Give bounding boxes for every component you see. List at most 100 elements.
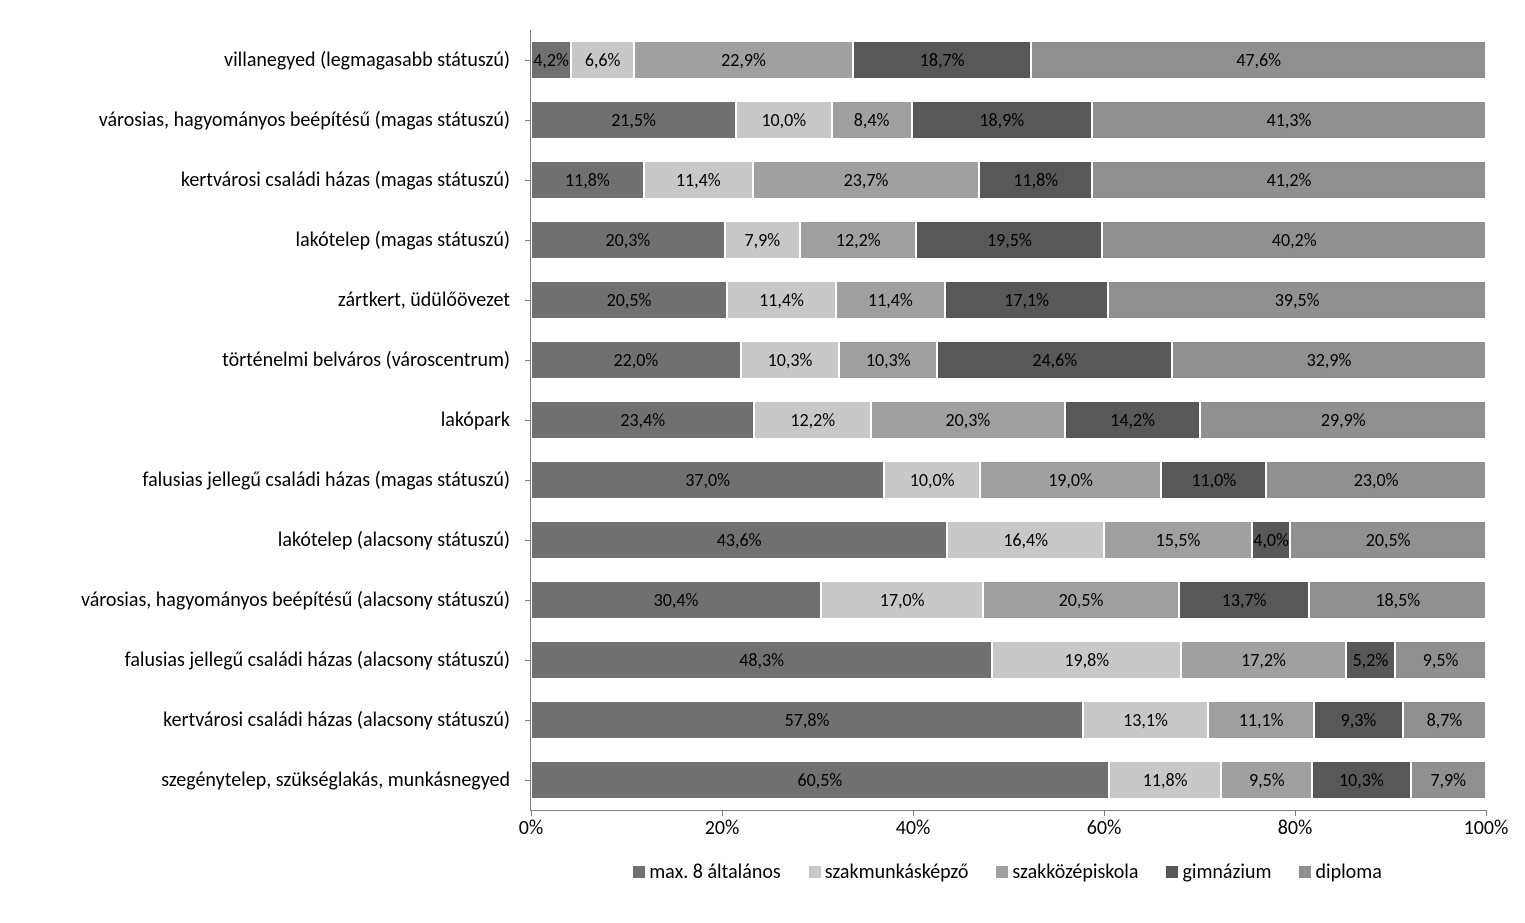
bar-segment-szakkozep: 22,9%: [634, 41, 853, 79]
bar-value-label: 15,5%: [1156, 529, 1201, 551]
bar-row: 22,0%10,3%10,3%24,6%32,9%: [531, 341, 1486, 379]
bar-value-label: 19,0%: [1048, 469, 1093, 491]
bar-segment-szakmunkas: 12,2%: [754, 401, 871, 439]
bar-segment-diploma: 47,6%: [1031, 41, 1486, 79]
bar-value-label: 14,2%: [1110, 409, 1155, 431]
bar-segment-szakkozep: 15,5%: [1104, 521, 1252, 559]
bar-segment-diploma: 29,9%: [1200, 401, 1486, 439]
bar-value-label: 20,3%: [946, 409, 991, 431]
x-tick-label: 20%: [705, 816, 740, 840]
bar-value-label: 23,0%: [1354, 469, 1399, 491]
bar-value-label: 11,8%: [565, 169, 610, 191]
bar-value-label: 11,8%: [1143, 769, 1188, 791]
legend-label: max. 8 általános: [649, 860, 781, 884]
legend-label: szakmunkásképző: [825, 860, 969, 884]
bar-segment-szakkozep: 17,2%: [1181, 641, 1345, 679]
bar-segment-gimnazium: 11,8%: [979, 161, 1092, 199]
bar-segment-szakmunkas: 11,8%: [1109, 761, 1222, 799]
bar-value-label: 20,5%: [1366, 529, 1411, 551]
category-label: villanegyed (legmagasabb státuszú): [20, 50, 510, 70]
bar-value-label: 23,7%: [844, 169, 889, 191]
bar-value-label: 4,2%: [533, 49, 569, 71]
legend-label: diploma: [1315, 860, 1381, 884]
bar-value-label: 13,7%: [1222, 589, 1267, 611]
bar-segment-max8: 20,3%: [531, 221, 725, 259]
legend-swatch: [996, 866, 1008, 878]
legend-swatch: [1299, 866, 1311, 878]
category-label: lakótelep (alacsony státuszú): [20, 530, 510, 550]
bar-value-label: 12,2%: [790, 409, 835, 431]
bar-segment-diploma: 8,7%: [1403, 701, 1486, 739]
bar-value-label: 30,4%: [654, 589, 699, 611]
bar-value-label: 11,8%: [1013, 169, 1058, 191]
bar-value-label: 48,3%: [739, 649, 784, 671]
category-label: városias, hagyományos beépítésű (alacson…: [20, 590, 510, 610]
bar-value-label: 47,6%: [1236, 49, 1281, 71]
bar-row: 48,3% 19,8% 17,2% 5,2% 9,5%: [531, 641, 1486, 679]
bar-value-label: 39,5%: [1275, 289, 1320, 311]
bar-segment-max8: 37,0%: [531, 461, 884, 499]
bar-segment-szakmunkas: 10,0%: [736, 101, 831, 139]
bar-value-label: 7,9%: [745, 229, 781, 251]
bar-segment-szakkozep: 11,4%: [836, 281, 945, 319]
legend-swatch: [633, 866, 645, 878]
bar-value-label: 40,2%: [1272, 229, 1317, 251]
bar-value-label: 20,5%: [1059, 589, 1104, 611]
legend-swatch: [809, 866, 821, 878]
bar-segment-gimnazium: 13,7%: [1179, 581, 1310, 619]
bar-segment-gimnazium: 4,0%: [1252, 521, 1290, 559]
bar-value-label: 17,2%: [1241, 649, 1286, 671]
legend-item-max8: max. 8 általános: [633, 860, 781, 884]
bar-value-label: 10,3%: [866, 349, 911, 371]
bar-row: 23,4% 12,2% 20,3% 14,2% 29,9%: [531, 401, 1486, 439]
bar-value-label: 11,4%: [759, 289, 804, 311]
bar-segment-szakmunkas: 7,9%: [725, 221, 800, 259]
plot-area: 4,2%6,6%22,9%18,7%47,6%21,5%10,0%8,4%18,…: [530, 30, 1486, 811]
bar-value-label: 22,0%: [614, 349, 659, 371]
bar-value-label: 8,7%: [1427, 709, 1463, 731]
bar-value-label: 18,9%: [979, 109, 1024, 131]
bar-row: 43,6%16,4%15,5%4,0%20,5%: [531, 521, 1486, 559]
bar-segment-max8: 57,8%: [531, 701, 1083, 739]
bar-value-label: 8,4%: [854, 109, 890, 131]
bar-value-label: 9,5%: [1423, 649, 1459, 671]
bar-value-label: 18,5%: [1375, 589, 1420, 611]
bar-value-label: 9,3%: [1341, 709, 1377, 731]
bar-row: 4,2%6,6% 22,9% 18,7% 47,6%: [531, 41, 1486, 79]
x-tick-label: 0%: [519, 816, 543, 840]
bar-value-label: 18,7%: [920, 49, 965, 71]
bar-segment-szakkozep: 20,5%: [983, 581, 1179, 619]
bar-segment-max8: 30,4%: [531, 581, 821, 619]
bar-segment-szakmunkas: 6,6%: [571, 41, 634, 79]
bar-value-label: 20,3%: [605, 229, 650, 251]
bar-value-label: 17,1%: [1004, 289, 1049, 311]
bar-segment-szakmunkas: 19,8%: [992, 641, 1181, 679]
bar-value-label: 19,5%: [987, 229, 1032, 251]
bar-segment-gimnazium: 10,3%: [1312, 761, 1410, 799]
bar-segment-gimnazium: 5,2%: [1346, 641, 1396, 679]
legend-item-szakkozep: szakközépiskola: [996, 860, 1138, 884]
legend: max. 8 általános szakmunkásképző szakközép…: [530, 860, 1485, 884]
bar-value-label: 24,6%: [1032, 349, 1077, 371]
bar-segment-diploma: 40,2%: [1102, 221, 1486, 259]
bar-value-label: 32,9%: [1307, 349, 1352, 371]
legend-item-szakmunkas: szakmunkásképző: [809, 860, 969, 884]
bar-value-label: 22,9%: [721, 49, 766, 71]
bar-row: 20,5%11,4%11,4%17,1%39,5%: [531, 281, 1486, 319]
legend-label: szakközépiskola: [1012, 860, 1138, 884]
bar-value-label: 41,3%: [1267, 109, 1312, 131]
bar-segment-szakkozep: 8,4%: [832, 101, 912, 139]
bar-value-label: 9,5%: [1249, 769, 1285, 791]
category-label: lakótelep (magas státuszú): [20, 230, 510, 250]
bar-segment-max8: 4,2%: [531, 41, 571, 79]
bar-value-label: 23,4%: [620, 409, 665, 431]
category-label: falusias jellegű családi házas (alacsony…: [20, 650, 510, 670]
stacked-bar-chart: villanegyed (legmagasabb státuszú) városi…: [20, 20, 1505, 903]
bar-segment-diploma: 20,5%: [1290, 521, 1486, 559]
category-label: városias, hagyományos beépítésű (magas s…: [20, 110, 510, 130]
bar-segment-diploma: 32,9%: [1172, 341, 1486, 379]
bar-segment-szakkozep: 9,5%: [1221, 761, 1312, 799]
legend-swatch: [1166, 866, 1178, 878]
bar-segment-diploma: 9,5%: [1395, 641, 1486, 679]
bar-value-label: 43,6%: [717, 529, 762, 551]
